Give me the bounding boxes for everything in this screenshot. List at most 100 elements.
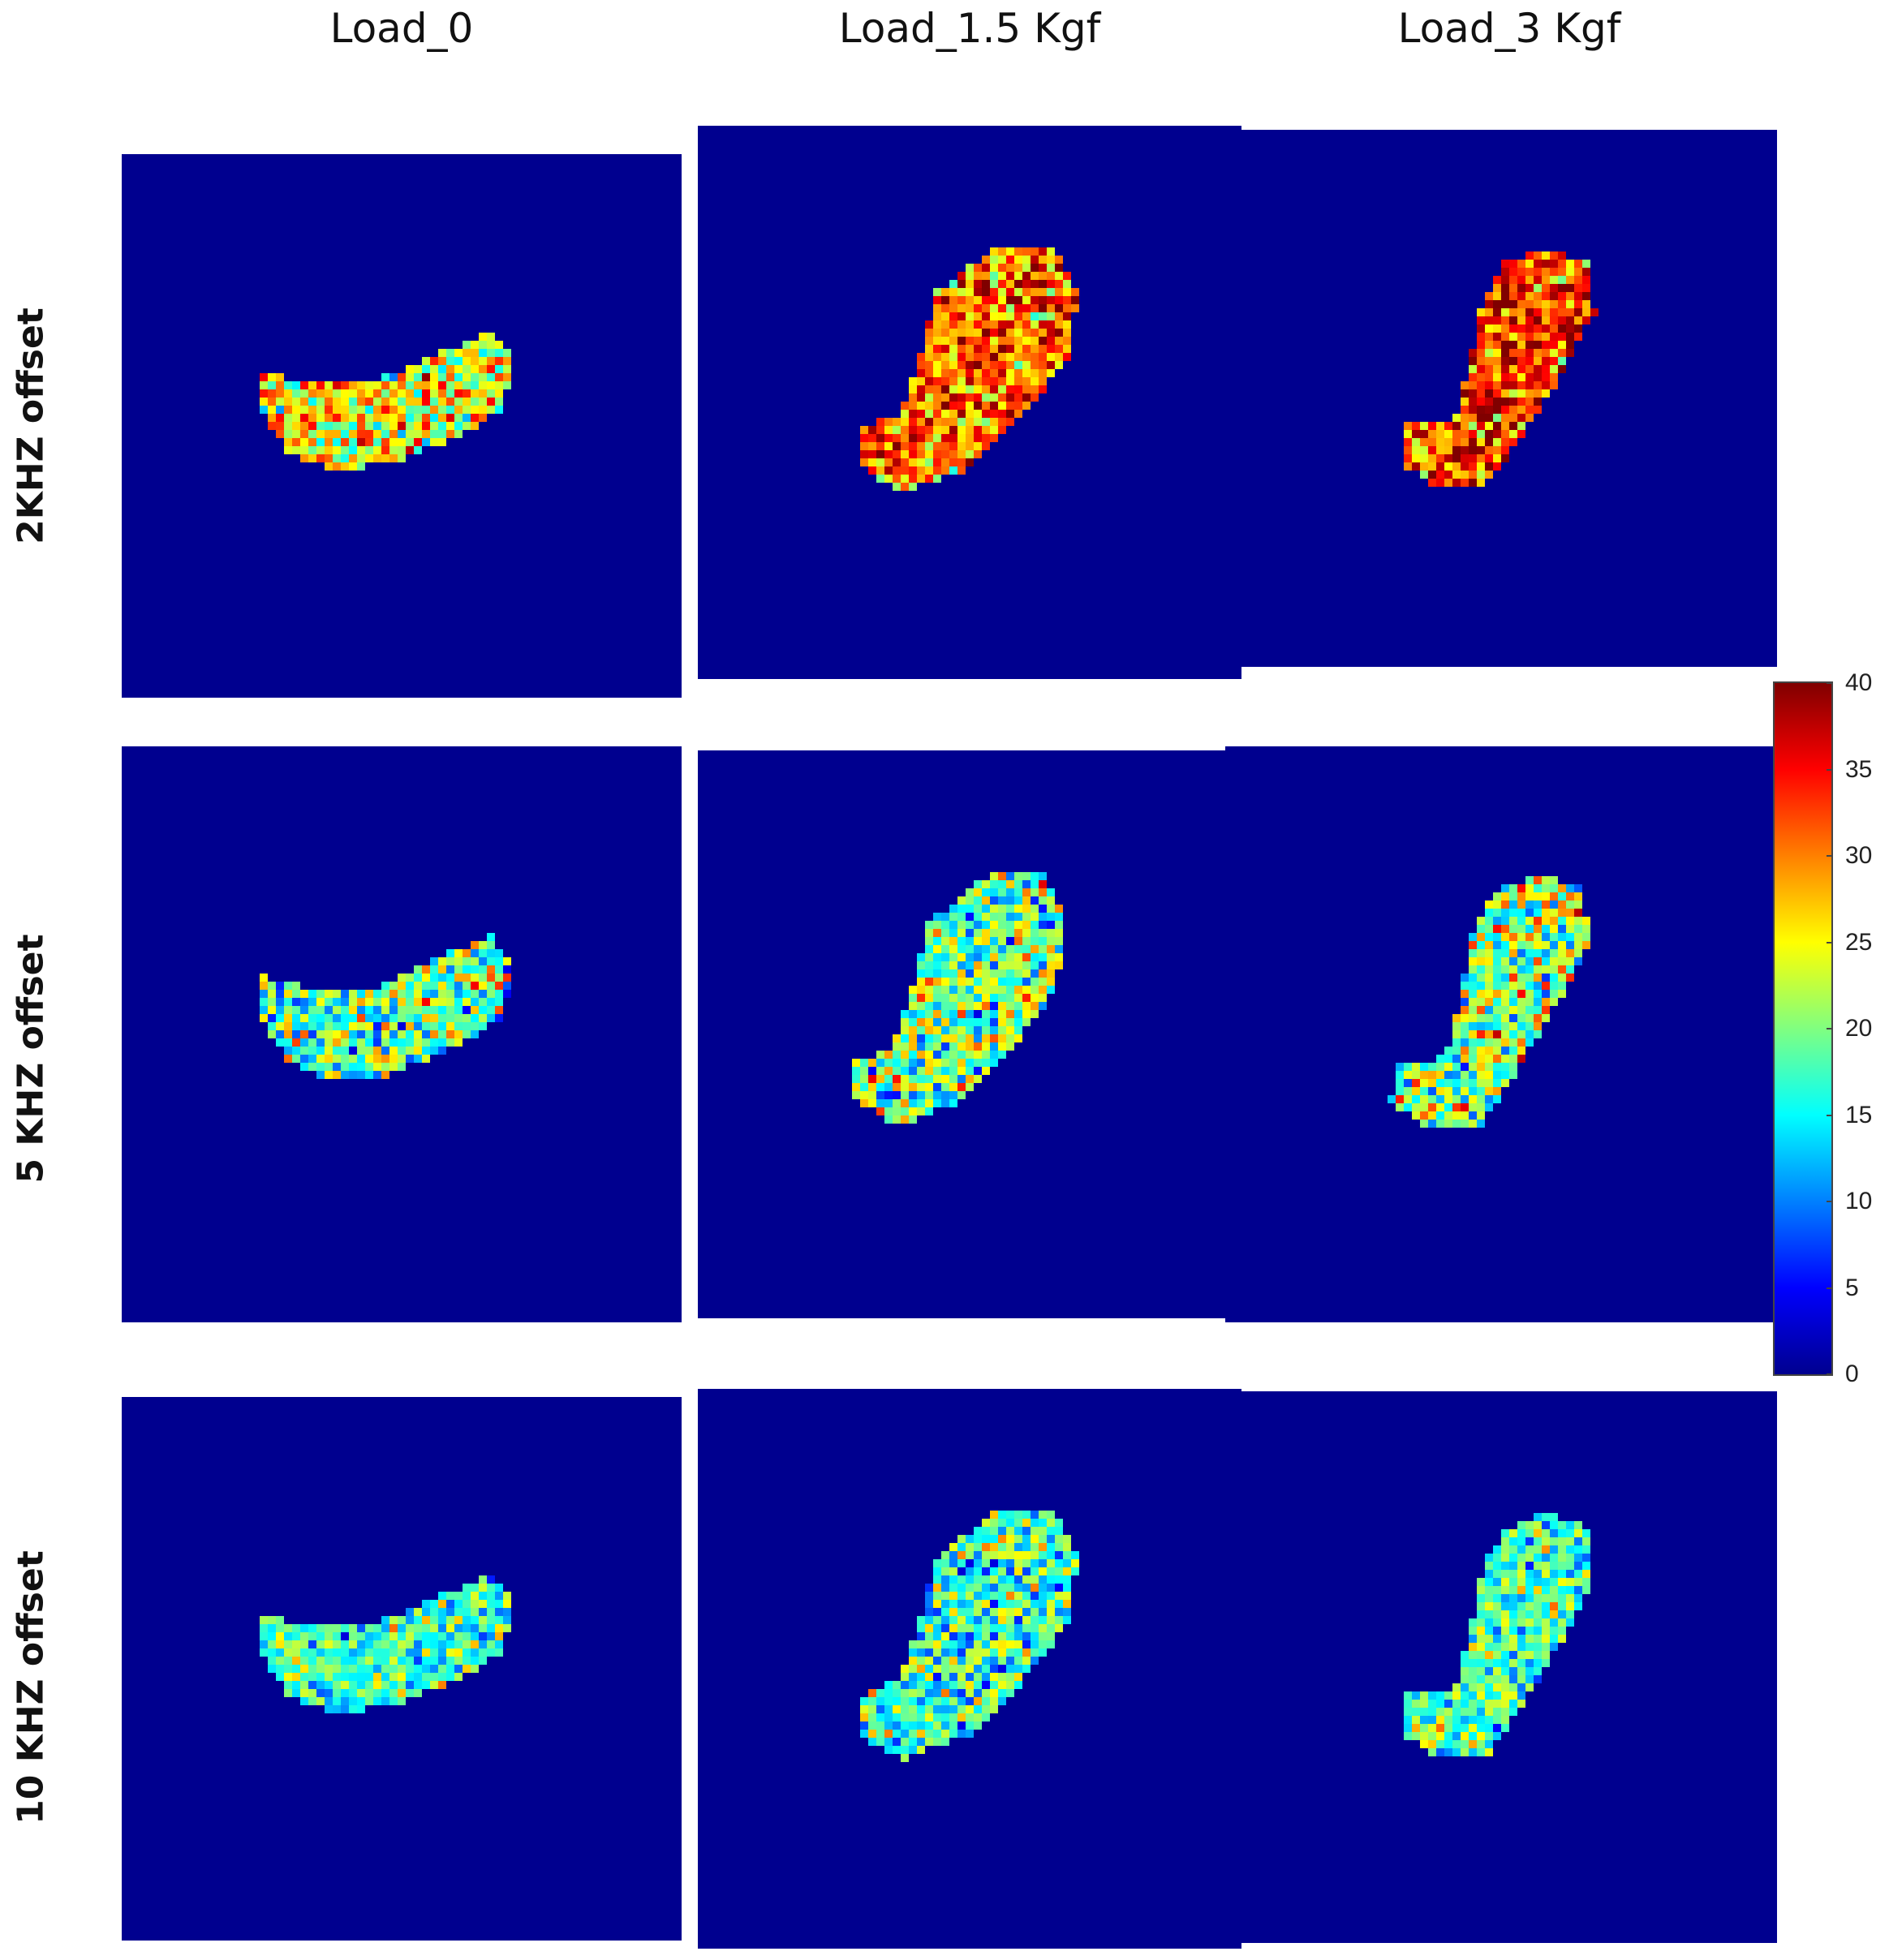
heatmap-cell	[446, 1006, 454, 1014]
heatmap-cell	[909, 1689, 917, 1697]
heatmap-cell	[966, 1697, 974, 1705]
heatmap-cell	[909, 1115, 917, 1124]
heatmap-cell	[1436, 1732, 1444, 1740]
heatmap-cell	[1517, 308, 1525, 316]
heatmap-cell	[1501, 316, 1509, 325]
heatmap-cell	[1039, 1640, 1047, 1648]
heatmap-cell	[1501, 349, 1509, 357]
heatmap-cell	[982, 377, 990, 385]
heatmap-panel	[698, 126, 1241, 679]
heatmap-cell	[1404, 430, 1412, 438]
heatmap-cell	[1542, 373, 1550, 381]
heatmap-cell	[982, 921, 990, 929]
heatmap-cell	[495, 1648, 503, 1657]
heatmap-cell	[1525, 1659, 1534, 1667]
heatmap-cell	[933, 978, 941, 986]
heatmap-cell	[357, 430, 365, 438]
heatmap-cell	[1006, 418, 1014, 426]
heatmap-cell	[957, 369, 966, 377]
heatmap-cell	[957, 426, 966, 434]
heatmap-cell	[990, 1034, 998, 1042]
heatmap-cell	[1420, 1095, 1428, 1103]
heatmap-cell	[1542, 965, 1550, 974]
heatmap-cell	[998, 1519, 1006, 1527]
heatmap-cell	[1550, 925, 1558, 933]
heatmap-cell	[1509, 398, 1517, 406]
heatmap-cell	[325, 381, 333, 389]
heatmap-cell	[1542, 292, 1550, 300]
heatmap-cell	[381, 998, 389, 1006]
heatmap-cell	[1525, 1651, 1534, 1659]
heatmap-cell	[349, 1632, 357, 1640]
heatmap-cell	[893, 418, 901, 426]
heatmap-cell	[1039, 913, 1047, 921]
heatmap-cell	[917, 1091, 925, 1099]
heatmap-cell	[389, 1063, 398, 1071]
heatmap-cell	[1469, 398, 1477, 406]
heatmap-cell	[982, 1600, 990, 1608]
heatmap-cell	[990, 393, 998, 402]
heatmap-cell	[422, 1022, 430, 1030]
heatmap-cell	[974, 921, 982, 929]
heatmap-cell	[974, 961, 982, 969]
heatmap-cell	[284, 1657, 292, 1665]
heatmap-cell	[1534, 1014, 1542, 1022]
heatmap-cell	[1022, 320, 1031, 329]
heatmap-cell	[982, 1535, 990, 1543]
heatmap-cell	[1071, 1559, 1079, 1567]
heatmap-cell	[1525, 1675, 1534, 1683]
heatmap-cell	[949, 1608, 957, 1616]
heatmap-cell	[1542, 357, 1550, 365]
heatmap-cell	[949, 1567, 957, 1575]
heatmap-cell	[876, 1689, 884, 1697]
heatmap-cell	[1477, 389, 1485, 398]
heatmap-cell	[1493, 308, 1501, 316]
heatmap-cell	[925, 986, 933, 994]
heatmap-cell	[389, 1022, 398, 1030]
heatmap-cell	[990, 888, 998, 896]
heatmap-cell	[966, 1705, 974, 1713]
heatmap-cell	[1542, 268, 1550, 276]
heatmap-cell	[1031, 345, 1039, 353]
colorbar-tick-label: 5	[1845, 1274, 1859, 1301]
heatmap-cell	[1534, 1570, 1542, 1578]
heatmap-cell	[1055, 296, 1063, 304]
heatmap-cell	[463, 965, 471, 974]
heatmap-cell	[974, 369, 982, 377]
heatmap-cell	[982, 385, 990, 393]
heatmap-cell	[268, 381, 276, 389]
heatmap-cell	[957, 1665, 966, 1673]
heatmap-cell	[1542, 1578, 1550, 1586]
heatmap-cell	[933, 434, 941, 442]
heatmap-cell	[1574, 333, 1582, 341]
heatmap-cell	[349, 389, 357, 398]
heatmap-cell	[1509, 357, 1517, 365]
heatmap-cell	[333, 1689, 341, 1697]
heatmap-cell	[1501, 414, 1509, 422]
heatmap-cell	[1031, 1600, 1039, 1608]
heatmap-cell	[1485, 1740, 1493, 1748]
heatmap-cell	[1047, 969, 1055, 978]
heatmap-cell	[1428, 1111, 1436, 1120]
heatmap-cell	[966, 377, 974, 385]
heatmap-cell	[1461, 1079, 1469, 1087]
heatmap-cell	[1477, 1659, 1485, 1667]
heatmap-cell	[276, 998, 284, 1006]
heatmap-cell	[1022, 1657, 1031, 1665]
heatmap-cell	[974, 1527, 982, 1535]
heatmap-cell	[1558, 1545, 1566, 1554]
heatmap-cell	[1039, 256, 1047, 264]
heatmap-cell	[1542, 892, 1550, 900]
heatmap-cell	[1501, 1659, 1509, 1667]
heatmap-cell	[990, 1648, 998, 1657]
heatmap-cell	[381, 1071, 389, 1079]
heatmap-cell	[1055, 1592, 1063, 1600]
heatmap-cell	[325, 1640, 333, 1648]
heatmap-cell	[917, 994, 925, 1002]
heatmap-cell	[1039, 1527, 1047, 1535]
heatmap-cell	[1006, 1657, 1014, 1665]
heatmap-cell	[414, 365, 422, 373]
heatmap-cell	[1022, 937, 1031, 945]
heatmap-cell	[884, 1681, 893, 1689]
heatmap-cell	[998, 280, 1006, 288]
